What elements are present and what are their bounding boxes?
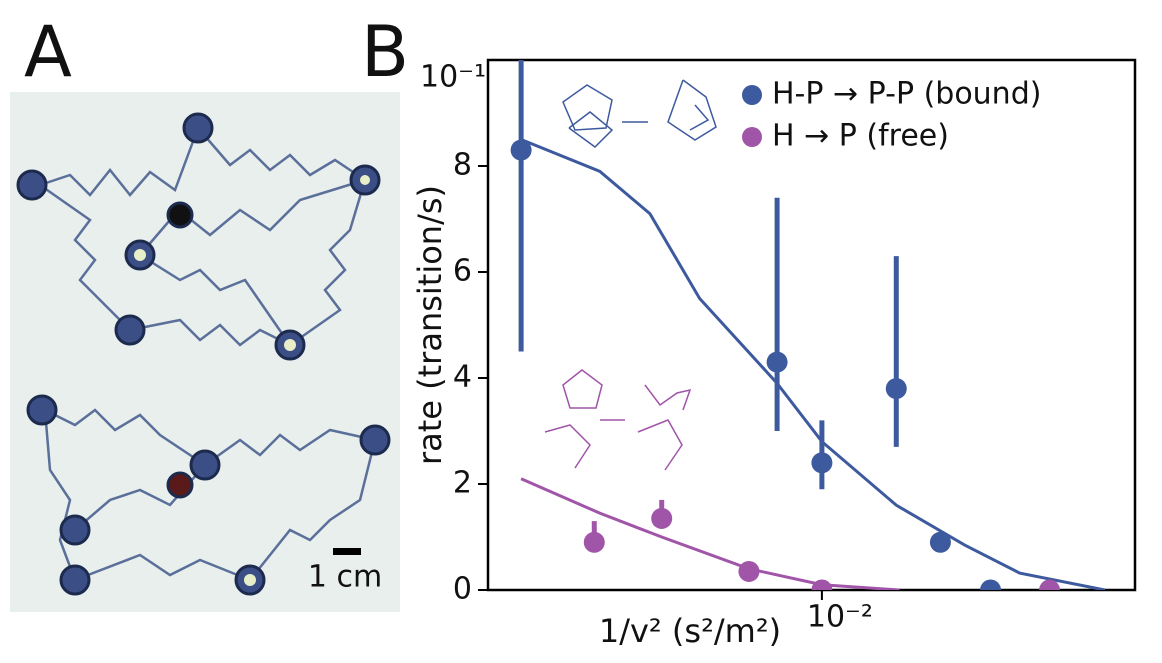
y-tick-label: 4 (453, 360, 472, 395)
data-point (1039, 579, 1061, 590)
panel-label: A (24, 11, 72, 93)
scale-bar-label: 1 cm (308, 560, 382, 595)
data-point (929, 531, 951, 553)
x-tick-label: 10⁻² (807, 600, 873, 635)
legend-label: H → P (free) (772, 119, 949, 154)
data-point (885, 378, 907, 400)
y-tick-label: 8 (453, 148, 472, 183)
scale-bar (333, 548, 361, 555)
y-axis-label: rate (transition/s) (411, 185, 449, 465)
plot-area (510, 60, 1106, 590)
data-point (651, 507, 673, 529)
photo: 1 cm (10, 92, 400, 612)
data-point (738, 560, 760, 582)
y-scale-label: 10⁻¹ (420, 60, 486, 95)
legend-marker (742, 85, 762, 105)
x-axis-label: 1/v² (s²/m²) (599, 612, 781, 650)
inset-free (544, 369, 692, 471)
data-point (583, 531, 605, 553)
y-tick-label: 0 (453, 572, 472, 607)
data-point (811, 452, 833, 474)
legend-label: H-P → P-P (bound) (772, 77, 1041, 112)
fit-line (520, 138, 1106, 590)
legend-marker (742, 127, 762, 147)
data-point (766, 351, 788, 373)
data-point (811, 579, 833, 590)
axes: 0 2 4 6 8 10⁻² H-P → P-P (bound) H → P (free) (453, 77, 1042, 635)
inset-bound (562, 79, 717, 148)
fit-line (520, 477, 900, 590)
y-tick-label: 2 (453, 466, 472, 501)
data-point (510, 139, 532, 161)
y-tick-label: 6 (453, 254, 472, 289)
panel-label: B (361, 11, 409, 93)
data-point (980, 579, 1002, 590)
